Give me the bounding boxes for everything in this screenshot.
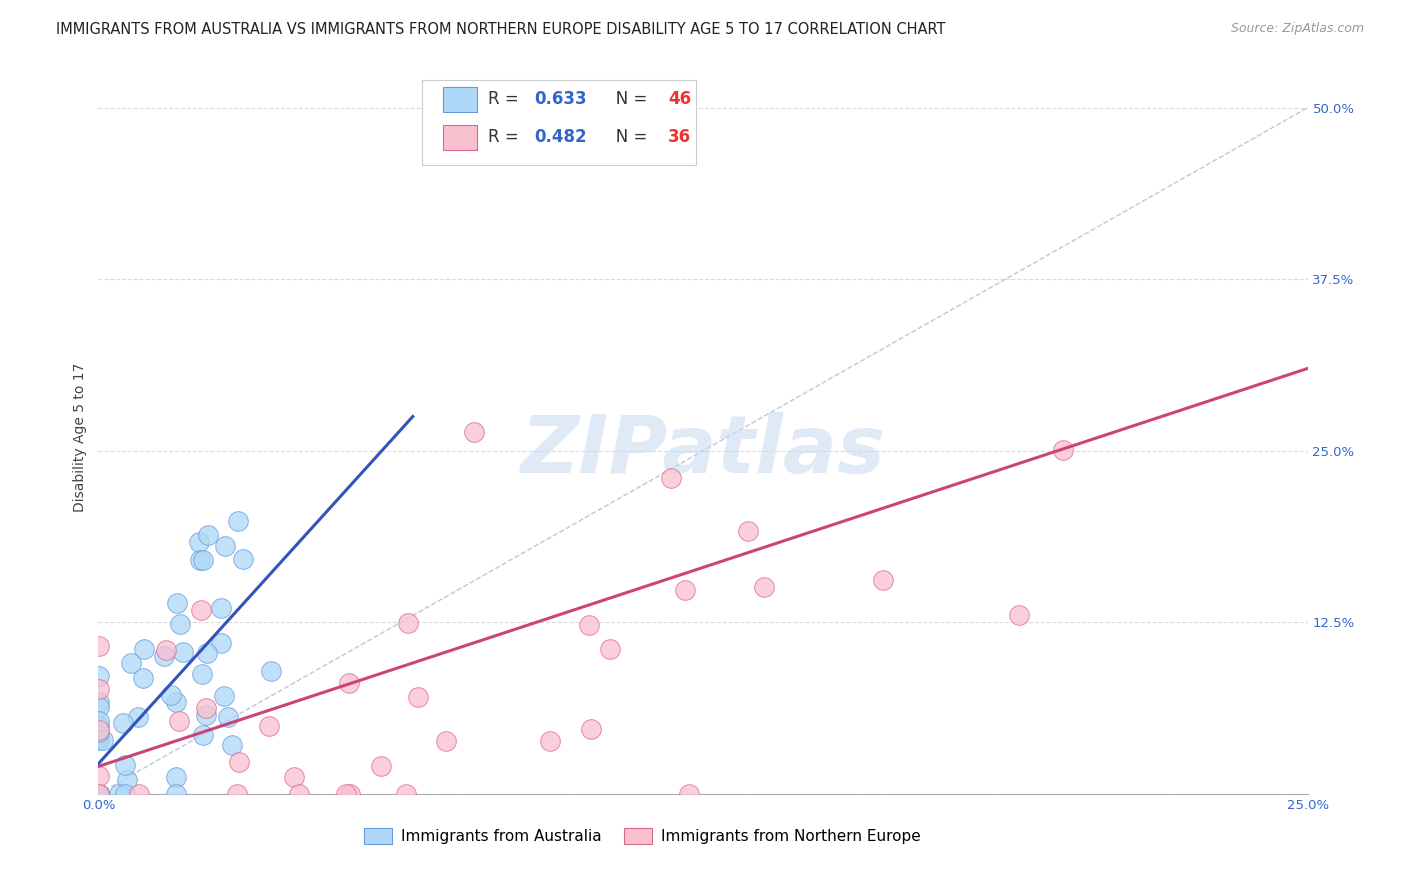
Point: [87, 787, 110, 801]
Text: R =: R =: [488, 90, 524, 109]
Point: [87, 681, 110, 696]
Point: [87, 669, 110, 683]
Point: [578, 617, 600, 632]
Point: [128, 787, 150, 801]
Point: [87, 787, 110, 801]
Point: [114, 787, 136, 801]
Point: [1008, 607, 1031, 622]
Point: [165, 695, 187, 709]
FancyBboxPatch shape: [422, 80, 696, 165]
Point: [673, 582, 696, 597]
Point: [165, 787, 187, 801]
Point: [155, 642, 177, 657]
Point: [87, 700, 110, 714]
Point: [107, 787, 129, 801]
Point: [217, 709, 239, 723]
Point: [195, 646, 218, 660]
Point: [1052, 443, 1074, 458]
Point: [87, 714, 110, 728]
Point: [194, 708, 217, 723]
Point: [752, 580, 775, 594]
Point: [127, 710, 149, 724]
Point: [259, 664, 281, 678]
Point: [87, 719, 110, 733]
Point: [190, 603, 212, 617]
Point: [406, 690, 429, 705]
Point: [463, 425, 485, 439]
Point: [188, 553, 211, 567]
Text: R =: R =: [488, 128, 524, 146]
Point: [87, 731, 110, 745]
Point: [87, 787, 110, 801]
Point: [169, 616, 191, 631]
Point: [228, 514, 250, 528]
Point: [166, 596, 188, 610]
Point: [134, 642, 156, 657]
Point: [221, 738, 243, 752]
Point: [87, 695, 110, 709]
Text: Source: ZipAtlas.com: Source: ZipAtlas.com: [1230, 22, 1364, 36]
Point: [283, 770, 305, 784]
Point: [659, 471, 682, 485]
Point: [193, 553, 215, 567]
Point: [132, 671, 155, 685]
Point: [195, 700, 218, 714]
Point: [226, 787, 249, 801]
Text: 0.633: 0.633: [534, 90, 586, 109]
Text: 0.482: 0.482: [534, 128, 586, 146]
Point: [257, 719, 280, 733]
Legend: Immigrants from Australia, Immigrants from Northern Europe: Immigrants from Australia, Immigrants fr…: [359, 822, 927, 850]
Point: [214, 690, 236, 704]
Text: 36: 36: [668, 128, 690, 146]
Point: [87, 723, 110, 738]
Point: [339, 787, 361, 801]
Point: [87, 639, 110, 653]
Point: [114, 757, 136, 772]
Point: [111, 715, 134, 730]
Point: [396, 616, 419, 631]
Point: [165, 771, 187, 785]
Point: [120, 657, 142, 671]
Point: [191, 728, 214, 742]
Point: [434, 734, 457, 748]
Point: [232, 551, 254, 566]
Point: [370, 759, 392, 773]
Text: ZIPatlas: ZIPatlas: [520, 412, 886, 491]
Text: IMMIGRANTS FROM AUSTRALIA VS IMMIGRANTS FROM NORTHERN EUROPE DISABILITY AGE 5 TO: IMMIGRANTS FROM AUSTRALIA VS IMMIGRANTS …: [56, 22, 946, 37]
Point: [678, 787, 700, 801]
Point: [172, 644, 194, 658]
Point: [335, 787, 357, 801]
Point: [197, 527, 219, 541]
Point: [152, 648, 174, 663]
Text: 46: 46: [668, 90, 690, 109]
Point: [87, 787, 110, 801]
Point: [188, 534, 211, 549]
Point: [209, 636, 232, 650]
Point: [87, 724, 110, 739]
Point: [337, 676, 360, 690]
Point: [91, 733, 114, 747]
Point: [190, 666, 212, 681]
FancyBboxPatch shape: [443, 125, 477, 150]
Point: [395, 787, 418, 801]
Point: [288, 787, 311, 801]
Point: [538, 733, 561, 747]
Point: [214, 539, 236, 553]
Point: [872, 573, 894, 587]
Text: N =: N =: [600, 128, 652, 146]
Point: [87, 733, 110, 747]
Point: [115, 773, 138, 788]
Point: [228, 755, 250, 769]
Text: N =: N =: [600, 90, 652, 109]
Point: [737, 524, 759, 538]
Point: [167, 714, 190, 728]
Point: [87, 769, 110, 783]
Y-axis label: Disability Age 5 to 17: Disability Age 5 to 17: [73, 362, 87, 512]
Point: [160, 688, 183, 702]
Point: [209, 600, 232, 615]
Point: [579, 722, 602, 736]
FancyBboxPatch shape: [443, 87, 477, 112]
Point: [599, 642, 621, 657]
